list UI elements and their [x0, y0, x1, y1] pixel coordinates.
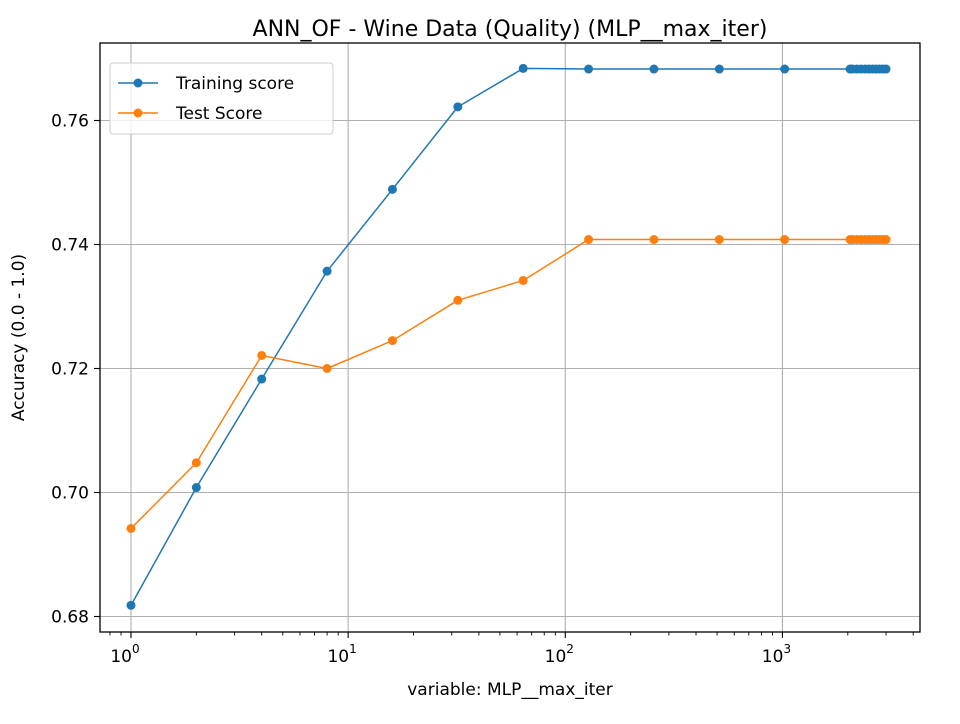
plot-frame: [99, 42, 921, 633]
legend-label-test: Test Score: [175, 104, 263, 124]
data-point: [649, 64, 659, 74]
data-point: [881, 235, 891, 245]
y-tick-label: 0.76: [51, 112, 89, 132]
y-tick-label: 0.68: [51, 608, 89, 628]
data-point: [881, 64, 891, 74]
data-point: [518, 63, 528, 73]
data-point: [387, 184, 397, 194]
data-point: [714, 64, 724, 74]
data-point: [126, 523, 136, 533]
data-point: [780, 235, 790, 245]
x-tick-label: 103: [762, 642, 791, 667]
x-tick-label: 100: [110, 642, 139, 667]
data-point: [257, 350, 267, 360]
data-point: [453, 102, 463, 112]
y-tick-label: 0.70: [51, 484, 89, 504]
data-point: [714, 235, 724, 245]
data-point: [322, 364, 332, 373]
x-tick-label: 101: [327, 642, 356, 667]
series-line-1: [130, 238, 887, 529]
axis-ticks: 0.68 0.70 0.72 0.74 0.76 100 101 102 103: [51, 112, 914, 667]
x-axis-label: variable: MLP__max_iter: [407, 680, 612, 700]
data-point: [453, 295, 463, 305]
legend-marker-test: [133, 108, 143, 118]
data-point: [322, 266, 332, 276]
data-point: [584, 235, 594, 245]
plot-series: [126, 63, 891, 610]
y-axis-label: Accuracy (0.0 - 1.0): [9, 254, 29, 421]
series-line-0: [130, 67, 887, 606]
y-tick-label: 0.72: [51, 360, 89, 380]
legend-box: [109, 62, 334, 135]
data-point: [518, 275, 528, 285]
data-point: [387, 336, 397, 346]
x-tick-label: 102: [545, 642, 574, 667]
data-point: [584, 64, 594, 74]
data-point: [126, 600, 136, 610]
data-point: [780, 64, 790, 74]
legend: Training score Test Score: [109, 62, 334, 135]
data-point: [191, 483, 201, 493]
legend-marker-training: [133, 78, 143, 88]
chart-title: ANN_OF - Wine Data (Quality) (MLP__max_i…: [253, 17, 768, 42]
data-point: [257, 374, 267, 384]
data-point: [191, 458, 201, 468]
legend-label-training: Training score: [175, 74, 294, 94]
y-tick-label: 0.74: [51, 236, 89, 256]
data-point: [649, 235, 659, 245]
